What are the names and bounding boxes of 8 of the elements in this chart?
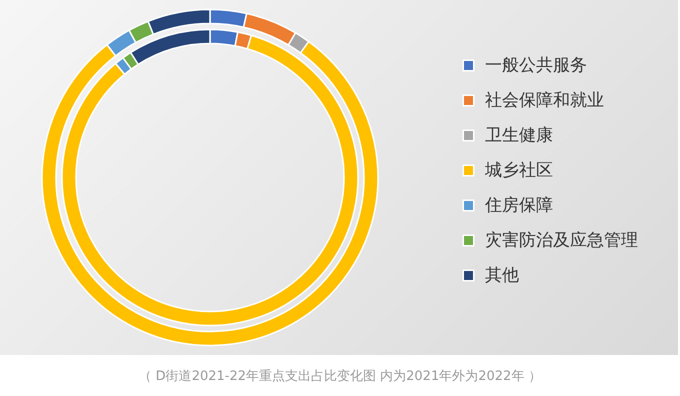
text: （ D街道2021-22年重点支出占比变化图 内为2021年外为2022年 ） [138, 368, 542, 385]
legend-label: 其他 [485, 266, 519, 286]
legend-label: 卫生健康 [485, 126, 553, 146]
legend-label: 灾害防治及应急管理 [485, 230, 638, 250]
legend-label: 城乡社区 [484, 160, 553, 180]
legend-label: 住房保障 [484, 196, 553, 216]
legend-label: 社会保障和就业 [485, 90, 604, 110]
legend-label: 一般公共服务 [485, 56, 587, 76]
